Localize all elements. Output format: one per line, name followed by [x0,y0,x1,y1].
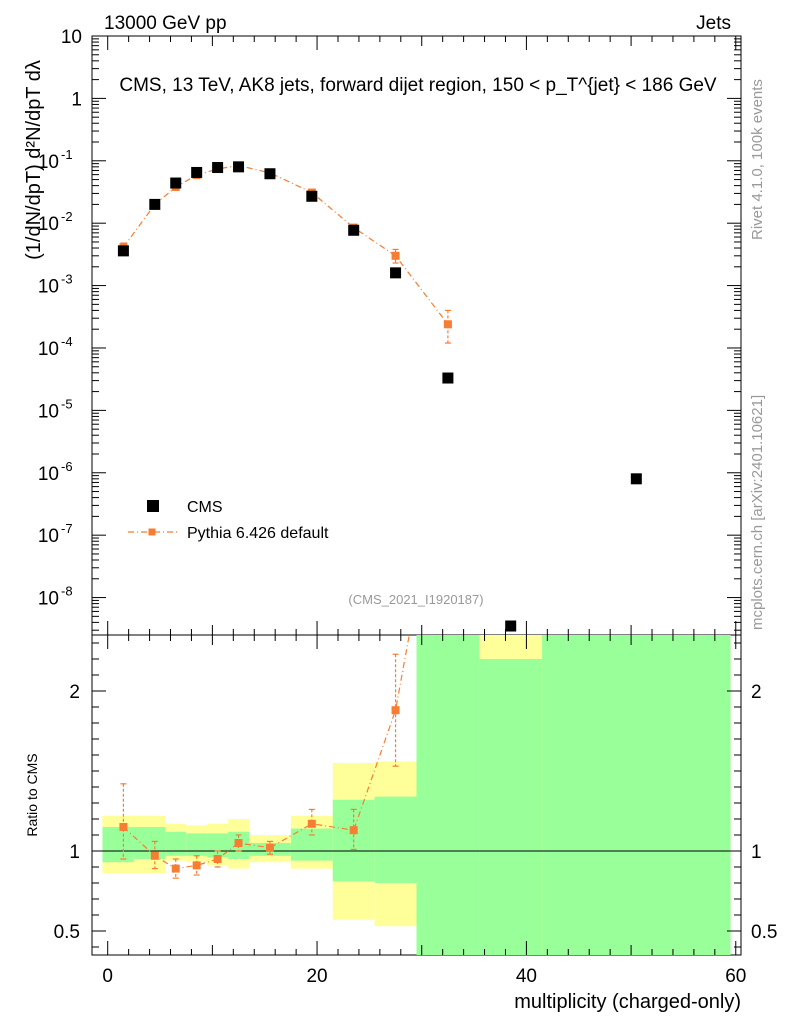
ratio-band-green-0 [102,827,134,863]
rivet-version-label: Rivet 4.1.0, 100k events [749,79,766,240]
plot-title: CMS, 13 TeV, AK8 jets, forward dijet reg… [119,75,717,96]
main-y-tick-label-4: 10 [38,277,59,298]
ratio-pythia-point-8 [349,826,358,835]
main-y-tick-exponent-6: -5 [61,396,73,411]
main-cms-point-1 [149,198,161,210]
x-tick-label-1: 20 [306,966,327,987]
ratio-y-tick-label-right-1: 1 [751,842,762,863]
ratio-y-axis-label-text: Ratio to CMS [24,753,40,836]
ratio-y-tick-label-right-0: 0.5 [751,922,777,943]
main-cms-point-9 [390,267,402,279]
ratio-y-axis-label: Ratio to CMS [24,753,40,836]
main-y-tick-label-6: 10 [38,401,59,422]
ratio-uncertainty-bands [92,635,741,955]
ratio-y-tick-label-left-2: 2 [69,682,80,703]
main-plot-frame [91,35,742,636]
ratio-band-green-10 [416,635,480,955]
main-y-tick-label-5: 10 [38,339,59,360]
ratio-pythia-point-7 [307,819,316,828]
main-cms-point-0 [117,245,129,257]
main-cms-point-12 [630,473,642,485]
main-y-tick-exponent-8: -7 [61,521,73,536]
main-cms-point-10 [442,372,454,384]
main-y-tick-label-2: 10 [38,152,59,173]
ratio-band-green-11 [479,659,543,955]
ratio-pythia-point-3 [192,861,201,870]
ratio-ticks: 0.5 0.5 1 1 2 2 [54,642,777,948]
main-cms-series [117,161,642,632]
main-pythia-series [119,161,452,344]
ratio-pythia-point-1 [150,851,159,860]
main-pythia-point-10 [443,320,452,329]
x-axis-label: multiplicity (charged-only) [514,991,741,1013]
main-y-tick-exponent-5: -4 [61,334,73,349]
main-y-tick-exponent-3: -2 [61,209,73,224]
ratio-band-green-12 [542,635,731,955]
ratio-pythia-point-4 [213,855,222,863]
legend-cms-label: CMS [187,499,223,516]
legend-cms-marker [147,500,159,512]
main-cms-point-4 [212,162,224,174]
main-cms-point-2 [170,177,182,189]
energy-label: 13000 GeV pp [104,13,227,34]
ratio-pythia-point-9 [391,706,400,715]
ratio-band-green-7 [290,828,333,861]
main-cms-point-8 [348,224,360,236]
x-tick-label-2: 40 [516,966,537,987]
main-y-axis-label: (1/dN/dpT) d²N/dpT dλ [23,60,45,260]
legend: CMS Pythia 6.426 default [128,499,329,542]
main-y-tick-exponent-9: -8 [61,584,73,599]
ratio-y-tick-label-left-1: 1 [69,842,80,863]
main-y-axis-label-text: (1/dN/dpT) d²N/dpT dλ [23,60,45,260]
main-cms-point-3 [191,166,203,178]
ratio-band-green-9 [374,796,417,883]
ratio-y-tick-label-right-2: 2 [751,682,762,703]
legend-pythia-label: Pythia 6.426 default [187,525,329,542]
ratio-pythia-point-6 [265,843,274,852]
ratio-pythia-series [119,635,410,879]
main-y-tick-label-8: 10 [38,526,59,547]
ratio-pythia-point-5 [234,839,243,847]
ratio-pythia-point-2 [171,864,180,873]
main-y-tick-label-9: 10 [38,589,59,610]
main-y-tick-label-3: 10 [38,214,59,235]
main-y-tick-exponent-2: -1 [61,147,73,162]
main-y-tick-exponent-7: -6 [61,459,73,474]
main-cms-point-7 [306,190,318,202]
main-x-ticks [107,36,737,635]
ratio-band-green-1 [133,827,166,859]
ratio-band-green-3 [186,833,208,856]
ratio-pythia-line [122,635,410,870]
ratio-x-ticks: 0 20 40 60 [102,635,746,987]
ratio-pythia-clipped [119,635,410,879]
main-pythia-point-9 [391,251,400,260]
category-label: Jets [696,13,731,34]
main-cms-point-11 [505,620,517,632]
ratio-band-green-2 [165,831,187,856]
mcplots-label: mcplots.cern.ch [arXiv:2401.10621] [749,395,766,630]
main-y-tick-exponent-4: -3 [61,272,73,287]
main-y-tick-label-1: 1 [71,89,82,110]
x-tick-label-3: 60 [725,966,746,987]
main-cms-point-6 [264,168,276,180]
main-y-tick-label-7: 10 [38,464,59,485]
legend-pythia-marker [148,528,156,536]
ratio-pythia-point-0 [119,823,128,831]
main-y-tick-label-0: 10 [61,27,82,48]
x-tick-label-0: 0 [102,966,113,987]
analysis-id-label: (CMS_2021_I1920187) [348,592,483,607]
ratio-y-tick-label-left-0: 0.5 [54,922,80,943]
main-cms-point-5 [233,161,245,173]
